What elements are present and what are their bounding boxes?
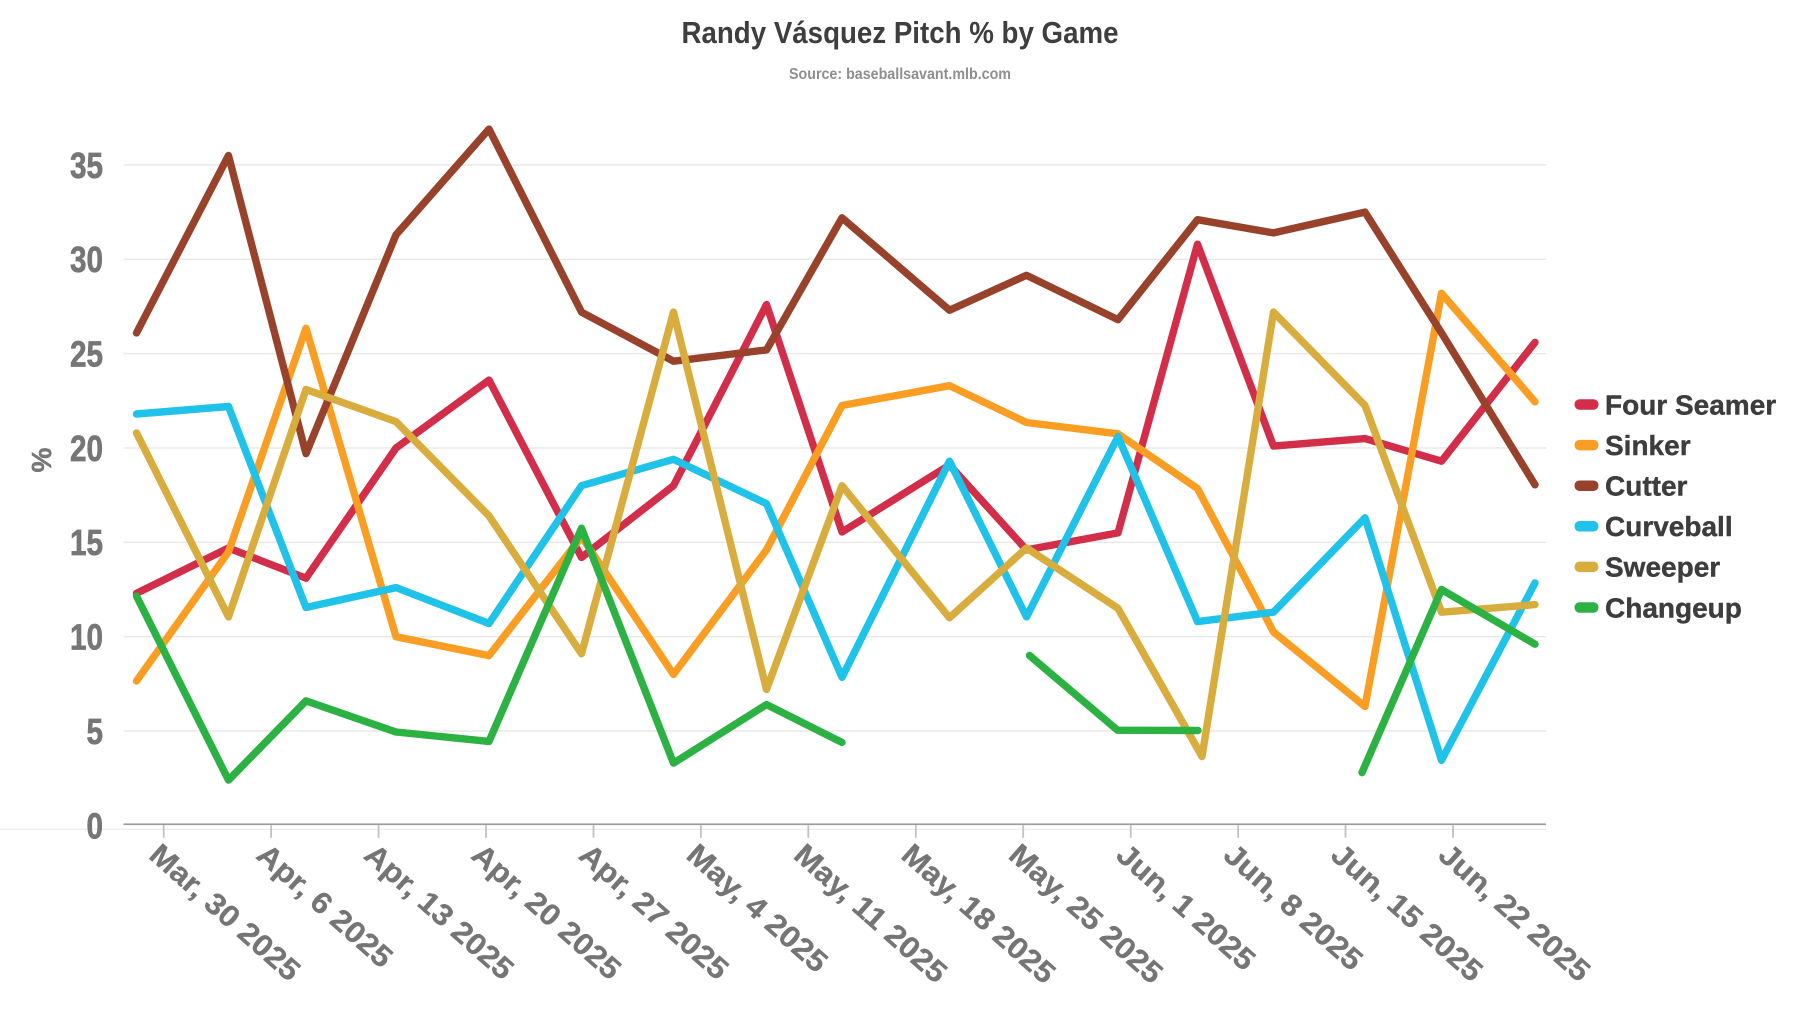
svg-text:0: 0 [87,805,104,846]
svg-text:5: 5 [87,711,104,752]
svg-text:Four Seamer: Four Seamer [1605,389,1776,420]
svg-text:25: 25 [70,334,103,375]
svg-text:10: 10 [70,617,103,658]
svg-text:Randy Vásquez Pitch % by Game: Randy Vásquez Pitch % by Game [682,15,1119,50]
svg-text:15: 15 [70,522,103,563]
svg-text:Cutter: Cutter [1605,471,1688,502]
svg-text:Sinker: Sinker [1605,430,1691,461]
svg-text:Curveball: Curveball [1605,511,1733,542]
svg-text:Source: baseballsavant.mlb.com: Source: baseballsavant.mlb.com [789,66,1011,83]
svg-text:%: % [26,447,57,472]
svg-text:30: 30 [70,239,103,280]
svg-text:Sweeper: Sweeper [1605,552,1720,583]
svg-text:Changeup: Changeup [1605,592,1742,623]
svg-text:35: 35 [70,145,103,186]
svg-text:20: 20 [70,428,103,469]
